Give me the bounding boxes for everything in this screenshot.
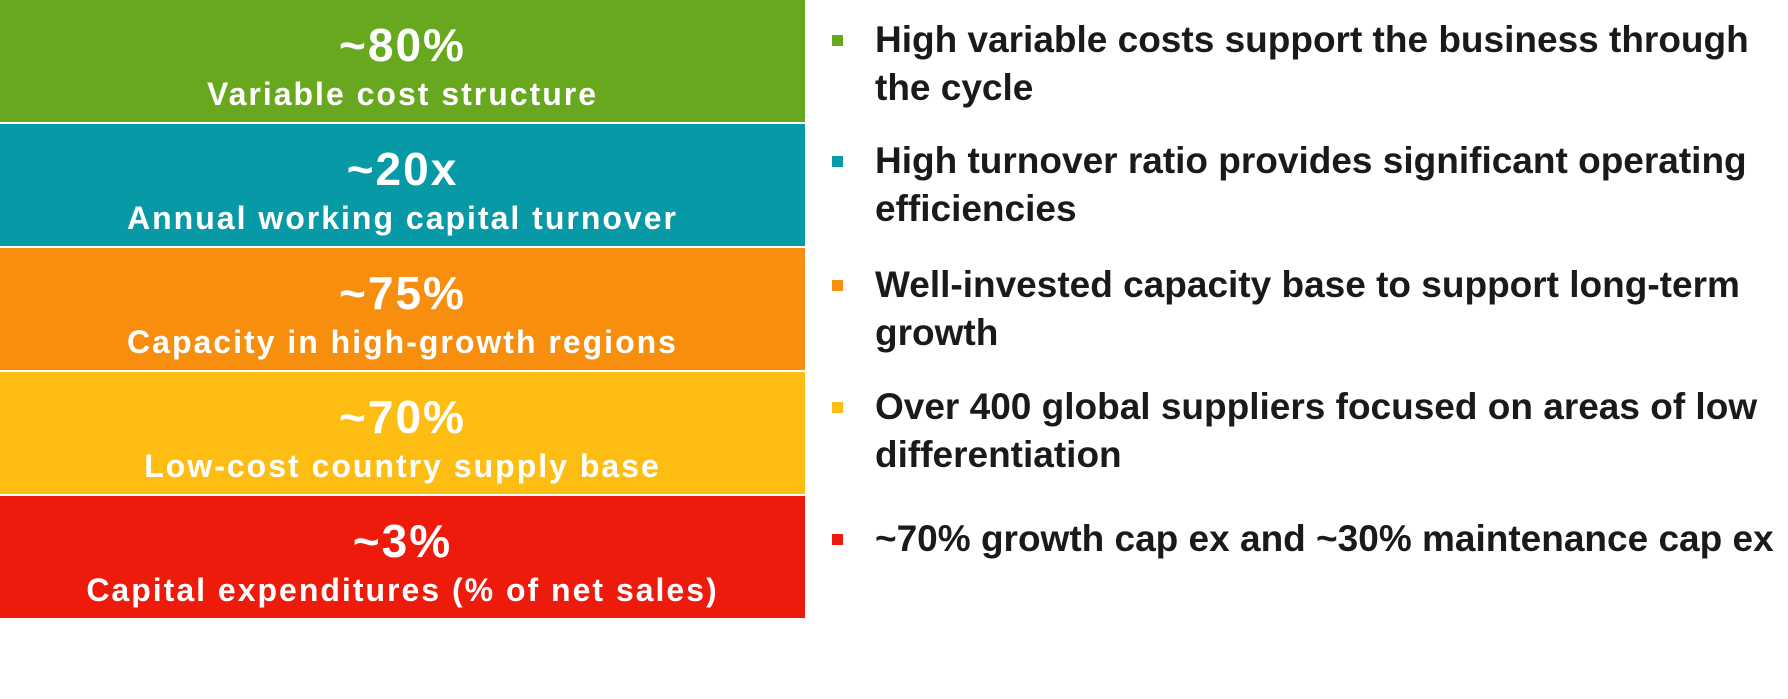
- metric-box: ~20x Annual working capital turnover: [0, 124, 805, 246]
- metric-label: Low-cost country supply base: [144, 448, 661, 484]
- bullet-marker: [832, 280, 843, 291]
- metric-box: ~70% Low-cost country supply base: [0, 372, 805, 494]
- bullet-text: Well-invested capacity base to support l…: [875, 264, 1740, 353]
- metric-box: ~75% Capacity in high-growth regions: [0, 248, 805, 370]
- bullet-marker: [832, 35, 843, 46]
- metric-box: ~3% Capital expenditures (% of net sales): [0, 496, 805, 618]
- bullet-text: High variable costs support the business…: [875, 19, 1749, 108]
- metric-label: Capital expenditures (% of net sales): [86, 572, 719, 608]
- bullet-text: High turnover ratio provides significant…: [875, 140, 1747, 229]
- metric-value: ~20x: [346, 143, 459, 195]
- metric-value: ~70%: [339, 391, 466, 443]
- bullet-text: Over 400 global suppliers focused on are…: [875, 386, 1758, 475]
- metric-label: Annual working capital turnover: [127, 200, 678, 236]
- metric-value: ~3%: [352, 515, 453, 567]
- bullet-marker: [832, 534, 843, 545]
- metric-value: ~75%: [339, 267, 466, 319]
- bullet-marker: [832, 402, 843, 413]
- bullet-text: ~70% growth cap ex and ~30% maintenance …: [875, 518, 1774, 559]
- bullet-marker: [832, 156, 843, 167]
- metric-label: Variable cost structure: [206, 76, 599, 112]
- metric-label: Capacity in high-growth regions: [127, 324, 678, 360]
- metric-box: ~80% Variable cost structure: [0, 0, 805, 122]
- metric-value: ~80%: [339, 19, 466, 71]
